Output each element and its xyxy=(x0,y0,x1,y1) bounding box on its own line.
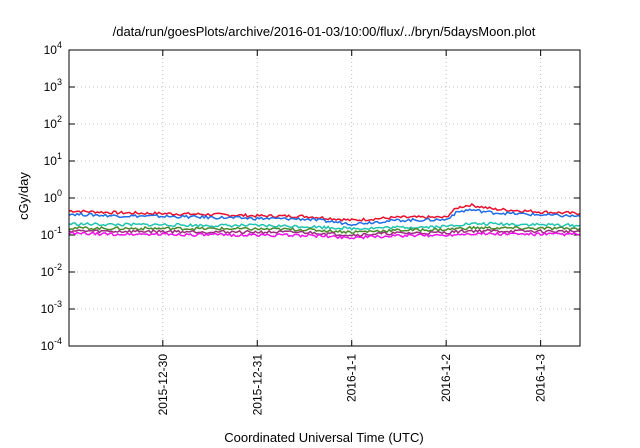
series-line xyxy=(68,221,581,231)
y-tick-label: 10-1 xyxy=(41,225,62,242)
y-tick-label: 10-3 xyxy=(41,299,62,316)
y-tick-label: 10-2 xyxy=(41,262,62,279)
x-axis-label: Coordinated Universal Time (UTC) xyxy=(224,430,423,445)
x-tick-label: 2016-1-1 xyxy=(345,354,359,402)
y-tick-label: 101 xyxy=(44,151,62,168)
y-tick-label: 103 xyxy=(44,77,62,94)
y-tick-label: 10-4 xyxy=(41,336,62,353)
x-tick-label: 2016-1-2 xyxy=(439,354,453,402)
x-tick-label: 2015-12-30 xyxy=(156,354,170,416)
series-line xyxy=(68,225,581,234)
gridlines xyxy=(69,49,580,347)
series-line xyxy=(68,208,581,227)
series-lines xyxy=(68,202,581,240)
y-axis-label: cGy/day xyxy=(16,172,31,220)
plot-frame xyxy=(68,49,581,347)
series-line xyxy=(68,228,581,237)
x-tick-label: 2016-1-3 xyxy=(534,354,548,402)
series-line xyxy=(68,231,581,240)
chart-title: /data/run/goesPlots/archive/2016-01-03/1… xyxy=(113,24,536,39)
x-axis: 2015-12-30 2015-12-31 2016-1-1 2016-1-2 2016… xyxy=(156,50,548,415)
y-tick-label: 100 xyxy=(44,188,62,205)
x-tick-label: 2015-12-31 xyxy=(250,354,264,416)
series-line xyxy=(68,202,581,222)
y-axis: 104 103 102 101 100 10-1 10-2 10-3 10-4 xyxy=(41,40,580,353)
y-tick-label: 102 xyxy=(44,114,62,131)
y-tick-label: 104 xyxy=(44,40,62,57)
